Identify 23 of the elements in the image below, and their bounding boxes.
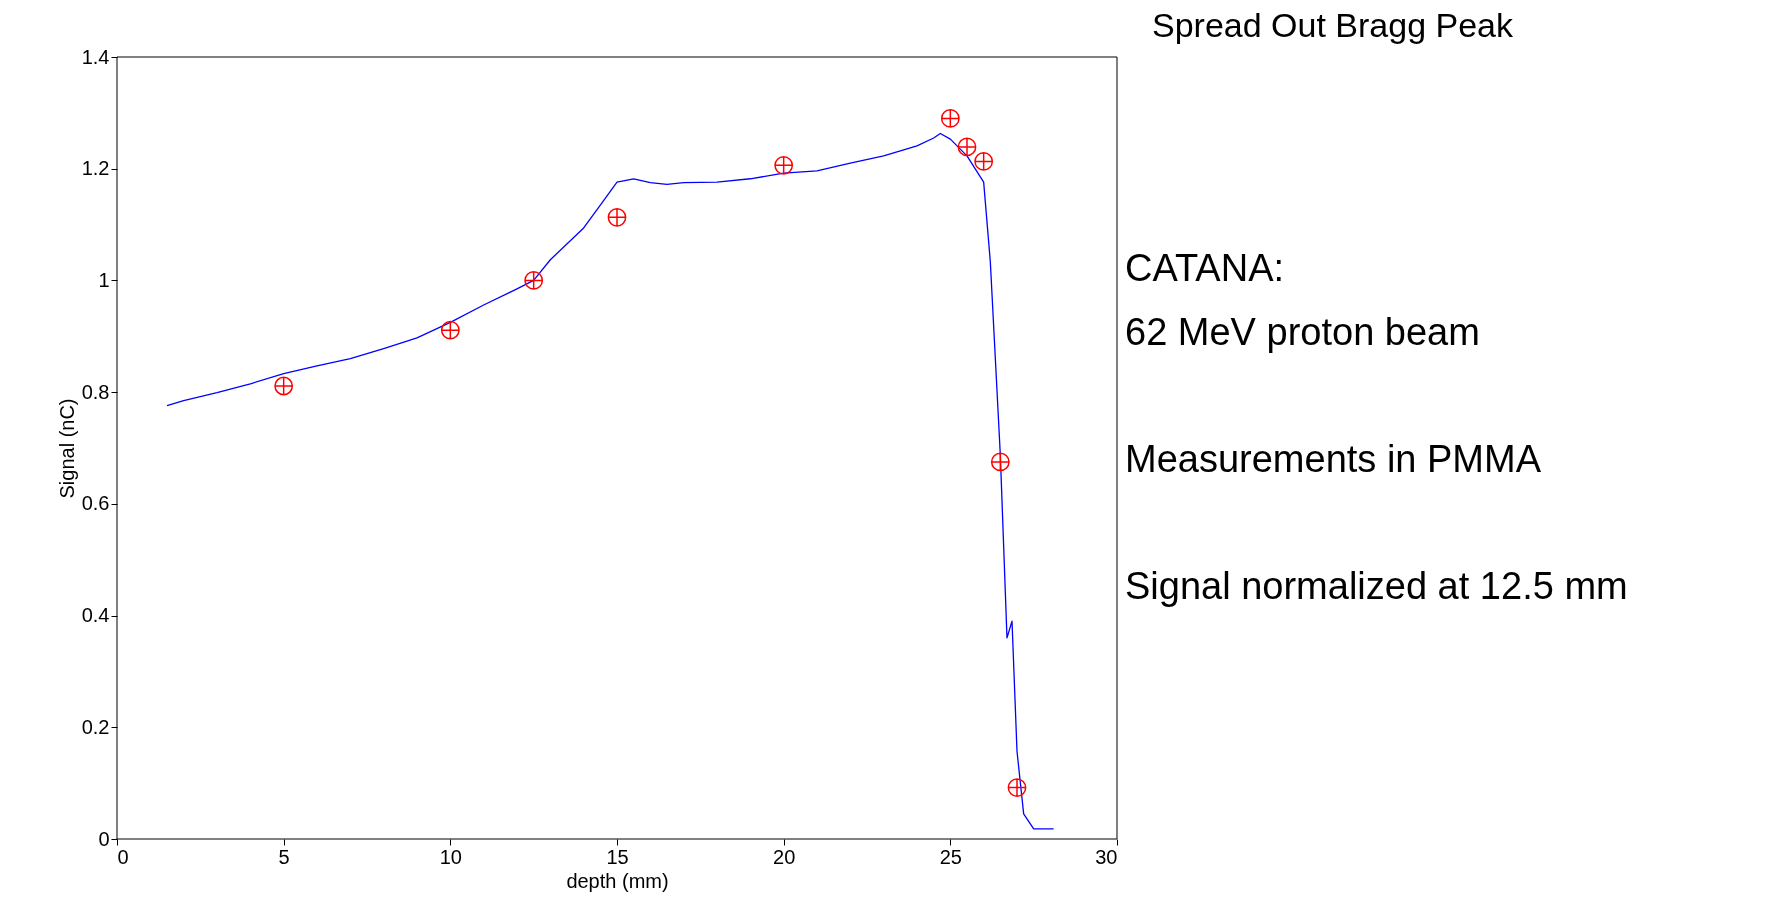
y-tick-label: 1.2 xyxy=(81,157,110,180)
x-tick-label: 25 xyxy=(939,845,962,868)
text: 62 MeV proton beam xyxy=(1125,311,1480,353)
y-tick-label: 0.4 xyxy=(81,604,110,627)
y-tick-label: 0.2 xyxy=(81,715,110,738)
y-tick-label: 1 xyxy=(98,268,110,291)
y-tick-label: 0.6 xyxy=(81,492,110,515)
y-tick-label: 0.8 xyxy=(81,380,110,403)
x-tick-label: 5 xyxy=(278,845,290,868)
y-tick-label: 1.4 xyxy=(81,45,110,68)
x-tick-label: 0 xyxy=(117,845,129,868)
line-series xyxy=(166,132,1055,830)
y-axis-title: Signal (nC) xyxy=(55,398,78,499)
x-tick-label: 10 xyxy=(439,845,462,868)
text: Signal normalized at 12.5 mm xyxy=(1125,565,1628,607)
x-tick-label: 15 xyxy=(606,845,629,868)
x-tick-label: 20 xyxy=(773,845,796,868)
x-tick-label: 30 xyxy=(1095,845,1118,868)
x-axis-title: depth (mm) xyxy=(566,869,669,892)
y-tick-label: 0 xyxy=(98,827,110,850)
text: Measurements in PMMA xyxy=(1125,438,1542,480)
text: Spread Out Bragg Peak xyxy=(1152,6,1514,44)
text: CATANA: xyxy=(1125,247,1285,289)
